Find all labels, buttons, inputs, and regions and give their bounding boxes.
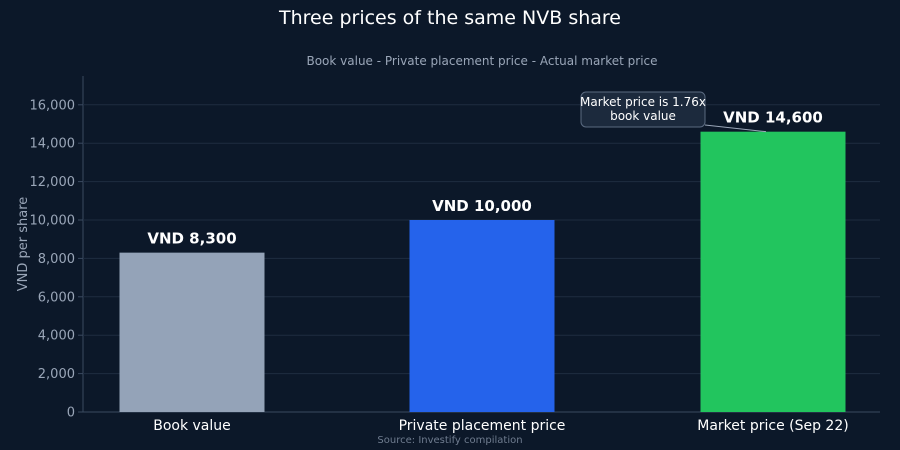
annotation-box xyxy=(580,91,706,128)
annotation: Market price is 1.76x book value xyxy=(580,91,767,133)
chart-subtitle: Book value - Private placement price - A… xyxy=(306,54,657,68)
label-layer: VND 8,300 Book value VND 10,000 Private pla… xyxy=(147,109,848,434)
source-note: Source: Investify compilation xyxy=(377,435,522,446)
bar-value-label: VND 14,600 xyxy=(723,109,823,127)
y-tick-label: 14,000 xyxy=(30,137,76,152)
bar-value-label: VND 10,000 xyxy=(432,197,532,215)
annotation-arrow xyxy=(704,124,767,133)
bar xyxy=(700,131,846,412)
bar xyxy=(119,252,265,412)
bar xyxy=(409,220,555,412)
y-axis-label: VND per share xyxy=(16,197,31,292)
bar-layer xyxy=(119,131,846,412)
chart-title: Three prices of the same NVB share xyxy=(278,7,621,29)
y-tick-label: 16,000 xyxy=(30,98,76,113)
annotation-line1: Market price is 1.76x xyxy=(580,95,706,109)
y-tick-label: 8,000 xyxy=(38,252,75,267)
y-tick-label: 2,000 xyxy=(38,367,75,382)
annotation-line2: book value xyxy=(610,109,676,123)
x-tick-label: Market price (Sep 22) xyxy=(697,418,848,434)
x-tick-label: Book value xyxy=(153,418,231,434)
y-tick-label: 6,000 xyxy=(38,290,75,305)
x-tick-label: Private placement price xyxy=(399,418,566,434)
y-tick-label: 4,000 xyxy=(38,329,75,344)
y-tick-label: 12,000 xyxy=(30,175,76,190)
y-tick-label: 0 xyxy=(67,406,75,421)
y-tick-label: 10,000 xyxy=(30,214,76,229)
bar-value-label: VND 8,300 xyxy=(147,230,236,248)
